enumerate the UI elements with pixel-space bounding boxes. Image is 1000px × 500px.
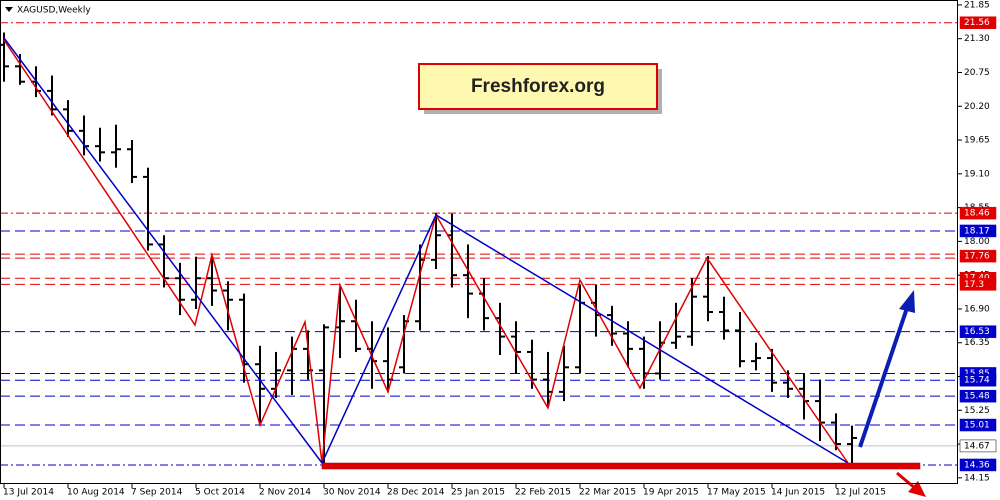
x-tick-label: 19 Apr 2015	[643, 488, 699, 498]
x-tick-label: 10 Aug 2014	[67, 488, 125, 498]
x-tick-label: 2 Nov 2014	[259, 488, 311, 498]
y-tick-label: 15.25	[964, 406, 990, 416]
zigzag-red	[3, 39, 849, 464]
x-tick-label: 13 Jul 2014	[3, 488, 54, 498]
level-label: 18.46	[964, 209, 990, 219]
level-label: 17.76	[964, 252, 990, 262]
chart-title: XAGUSD,Weekly	[17, 6, 91, 16]
up-arrow	[858, 304, 910, 448]
x-tick-label: 5 Oct 2014	[195, 488, 245, 498]
x-tick-label: 22 Feb 2015	[515, 488, 571, 498]
zigzag-blue	[3, 37, 849, 465]
logo-box	[418, 63, 658, 110]
level-label-box	[959, 418, 997, 432]
level-label-box	[959, 249, 997, 263]
down-arrow	[896, 471, 917, 491]
level-label: 15.74	[964, 376, 990, 386]
level-label: 18.17	[964, 226, 990, 236]
level-label-box	[959, 278, 997, 291]
level-label: 15.01	[964, 421, 990, 431]
level-label: 15.48	[964, 392, 990, 402]
x-tick-label: 12 Jul 2015	[835, 488, 886, 498]
x-tick-label: 14 Jun 2015	[771, 488, 825, 498]
level-label: 14.36	[964, 460, 990, 470]
x-tick-label: 17 May 2015	[707, 488, 766, 498]
up-arrow-head	[899, 290, 915, 313]
plot-frame	[0, 0, 958, 484]
level-label-box	[959, 439, 997, 453]
level-label-box	[959, 325, 997, 338]
y-tick-label: 20.20	[964, 102, 990, 112]
level-label: 14.67	[964, 441, 990, 451]
level-label: 15.85	[964, 369, 990, 379]
x-tick-label: 28 Dec 2014	[387, 488, 445, 498]
y-tick-label: 20.75	[964, 68, 990, 78]
down-arrow-head	[908, 481, 926, 497]
level-label-box	[959, 224, 997, 238]
level-label-box	[959, 389, 997, 403]
logo-text: Freshforex.org	[471, 76, 605, 97]
level-label: 21.56	[964, 18, 990, 28]
y-tick-label: 18.00	[964, 237, 990, 247]
title-icon	[5, 7, 13, 12]
axis: 21.8521.3020.7520.2019.6519.1018.5518.00…	[3, 0, 997, 498]
y-tick-label: 14.15	[964, 473, 990, 483]
y-tick-label: 19.65	[964, 136, 990, 146]
y-tick-label: 21.85	[964, 0, 990, 10]
level-label-box	[959, 206, 997, 220]
y-tick-label: 19.10	[964, 169, 990, 179]
level-label-box	[959, 373, 997, 387]
level-label: 17.3	[964, 280, 984, 290]
level-label-box	[959, 458, 997, 472]
y-tick-label: 21.30	[964, 34, 990, 44]
y-tick-label: 16.35	[964, 338, 990, 348]
level-label-box	[959, 16, 997, 29]
levels	[0, 22, 958, 466]
x-tick-label: 22 Mar 2015	[579, 488, 636, 498]
x-tick-label: 7 Sep 2014	[131, 488, 183, 498]
x-tick-label: 25 Jan 2015	[451, 488, 505, 498]
bars	[0, 32, 857, 465]
x-tick-label: 30 Nov 2014	[323, 488, 381, 498]
support-bar	[321, 462, 921, 470]
level-label: 16.53	[964, 327, 990, 337]
y-tick-label: 16.90	[964, 304, 990, 314]
